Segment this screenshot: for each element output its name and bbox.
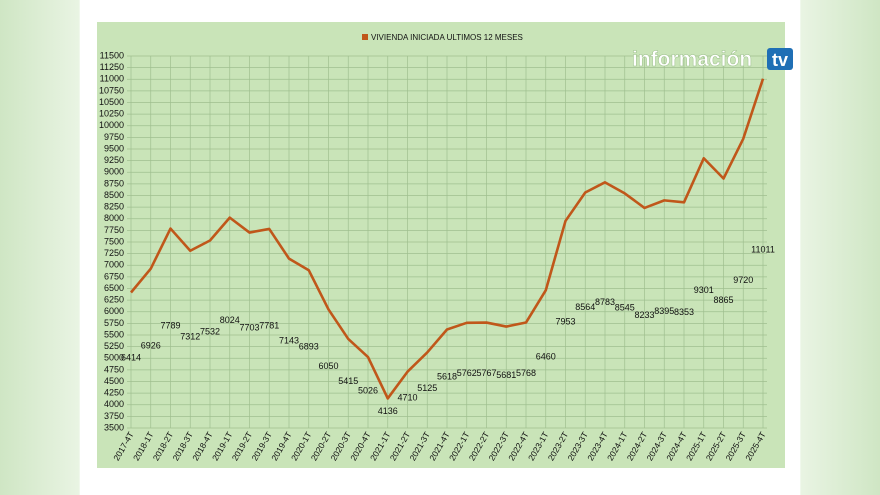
y-tick-label: 9000 [104,167,124,177]
y-tick-label: 6750 [104,271,124,281]
data-label: 7953 [555,316,575,326]
data-label: 5415 [338,376,358,386]
legend-label: VIVIENDA INICIADA ULTIMOS 12 MESES [371,33,523,42]
y-tick-label: 9750 [104,132,124,142]
data-label: 7532 [200,326,220,336]
logo-badge: tv [772,50,788,70]
y-tick-label: 6250 [104,295,124,305]
data-label: 5762 [457,368,477,378]
data-label: 8783 [595,297,615,307]
data-label: 8564 [575,302,595,312]
y-tick-label: 11250 [100,62,124,72]
data-label: 8395 [654,306,674,316]
y-tick-label: 8250 [104,202,124,212]
data-label: 4136 [378,406,398,416]
y-tick-label: 5750 [104,318,124,328]
y-tick-label: 11500 [100,50,124,60]
y-tick-label: 10500 [99,97,124,107]
y-tick-label: 3500 [104,422,124,432]
y-tick-label: 8000 [104,213,124,223]
data-label: 7143 [279,336,299,346]
y-tick-label: 10250 [99,109,124,119]
y-tick-label: 11000 [100,74,124,84]
y-tick-label: 10750 [99,85,124,95]
data-label: 6460 [536,352,556,362]
plot-area [97,22,785,468]
data-label: 5125 [417,383,437,393]
y-tick-label: 4000 [104,399,124,409]
data-label: 11011 [751,245,775,255]
data-label: 4710 [397,393,417,403]
line [129,78,765,400]
y-tick-label: 4750 [104,364,124,374]
y-tick-label: 7250 [104,248,124,258]
data-label: 6893 [299,341,319,351]
y-tick-label: 5000 [104,353,124,363]
data-label: 9720 [733,275,753,285]
y-tick-label: 6000 [104,306,124,316]
data-label: 9301 [694,285,714,295]
logo: información [632,48,752,71]
y-tick-label: 3750 [104,411,124,421]
data-label: 6414 [121,353,141,363]
grid [127,55,767,429]
data-label: 5618 [437,371,457,381]
y-tick-label: 10000 [99,120,124,130]
data-label: 7781 [259,321,279,331]
data-label: 7703 [239,322,259,332]
y-tick-label: 9250 [104,155,124,165]
y-tick-label: 5500 [104,329,124,339]
data-label: 7312 [180,332,200,342]
y-tick-label: 8500 [104,190,124,200]
data-label: 6926 [141,341,161,351]
y-tick-label: 5250 [104,341,124,351]
data-label: 5767 [476,368,496,378]
data-label: 8233 [634,310,654,320]
y-tick-label: 9500 [104,143,124,153]
y-tick-label: 7000 [104,260,124,270]
y-tick-label: 6500 [104,283,124,293]
data-label: 8353 [674,307,694,317]
y-tick-label: 7500 [104,236,124,246]
y-tick-label: 8750 [104,178,124,188]
y-tick-label: 4250 [104,388,124,398]
y-tick-label: 4500 [104,376,124,386]
logo-badge-box [767,48,793,70]
data-label: 5681 [496,370,516,380]
data-label: 8545 [615,303,635,313]
data-label: 5768 [516,368,536,378]
data-label: 6050 [318,361,338,371]
data-label: 8024 [220,315,240,325]
data-label: 5026 [358,385,378,395]
data-label: 8865 [713,295,733,305]
data-label: 7789 [160,320,180,330]
y-tick-label: 7750 [104,225,124,235]
legend-marker [362,34,368,40]
